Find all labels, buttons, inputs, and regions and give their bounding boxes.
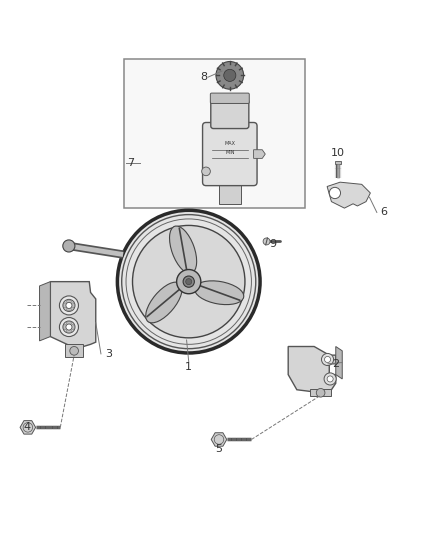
Circle shape: [66, 324, 72, 330]
Circle shape: [321, 353, 334, 366]
Polygon shape: [336, 346, 342, 379]
Polygon shape: [288, 346, 336, 392]
Ellipse shape: [194, 281, 244, 305]
Polygon shape: [39, 281, 50, 341]
Circle shape: [325, 357, 331, 362]
Ellipse shape: [71, 325, 74, 329]
Text: 10: 10: [331, 148, 345, 158]
Text: 6: 6: [380, 207, 387, 217]
Ellipse shape: [64, 325, 67, 329]
Circle shape: [177, 270, 201, 294]
Ellipse shape: [71, 303, 74, 308]
Ellipse shape: [66, 329, 71, 333]
FancyBboxPatch shape: [211, 100, 249, 128]
Text: 8: 8: [200, 72, 208, 82]
Circle shape: [70, 346, 78, 355]
Circle shape: [216, 61, 244, 89]
Circle shape: [186, 279, 192, 285]
Text: MAX: MAX: [224, 141, 235, 146]
Ellipse shape: [146, 282, 182, 323]
Circle shape: [316, 389, 325, 397]
Circle shape: [183, 276, 194, 287]
Text: 7: 7: [127, 158, 134, 168]
Text: 3: 3: [105, 349, 112, 359]
Ellipse shape: [66, 300, 71, 303]
Circle shape: [324, 373, 336, 385]
Polygon shape: [50, 281, 96, 349]
Ellipse shape: [66, 308, 71, 311]
Text: 4: 4: [23, 422, 30, 432]
Ellipse shape: [170, 226, 197, 273]
Circle shape: [63, 240, 75, 252]
Polygon shape: [310, 389, 332, 396]
Circle shape: [133, 225, 245, 338]
Text: MIN: MIN: [225, 150, 235, 155]
Polygon shape: [66, 344, 83, 357]
Circle shape: [224, 69, 236, 82]
Polygon shape: [327, 182, 371, 208]
Text: 5: 5: [215, 444, 223, 454]
Polygon shape: [254, 150, 265, 158]
Text: 1: 1: [185, 362, 192, 372]
Circle shape: [60, 318, 78, 336]
FancyBboxPatch shape: [210, 93, 249, 103]
Circle shape: [63, 300, 75, 311]
Bar: [124, 59, 305, 208]
Circle shape: [63, 321, 75, 333]
Circle shape: [263, 238, 270, 245]
Bar: [219, 180, 240, 204]
Bar: [335, 160, 341, 164]
Circle shape: [202, 167, 210, 176]
FancyBboxPatch shape: [202, 123, 257, 185]
Text: 9: 9: [269, 239, 277, 248]
Circle shape: [329, 188, 340, 199]
Ellipse shape: [66, 321, 71, 325]
Ellipse shape: [64, 303, 67, 308]
Circle shape: [117, 211, 260, 353]
Circle shape: [60, 296, 78, 315]
Circle shape: [327, 376, 333, 382]
Text: 2: 2: [332, 359, 339, 369]
Circle shape: [66, 302, 72, 309]
